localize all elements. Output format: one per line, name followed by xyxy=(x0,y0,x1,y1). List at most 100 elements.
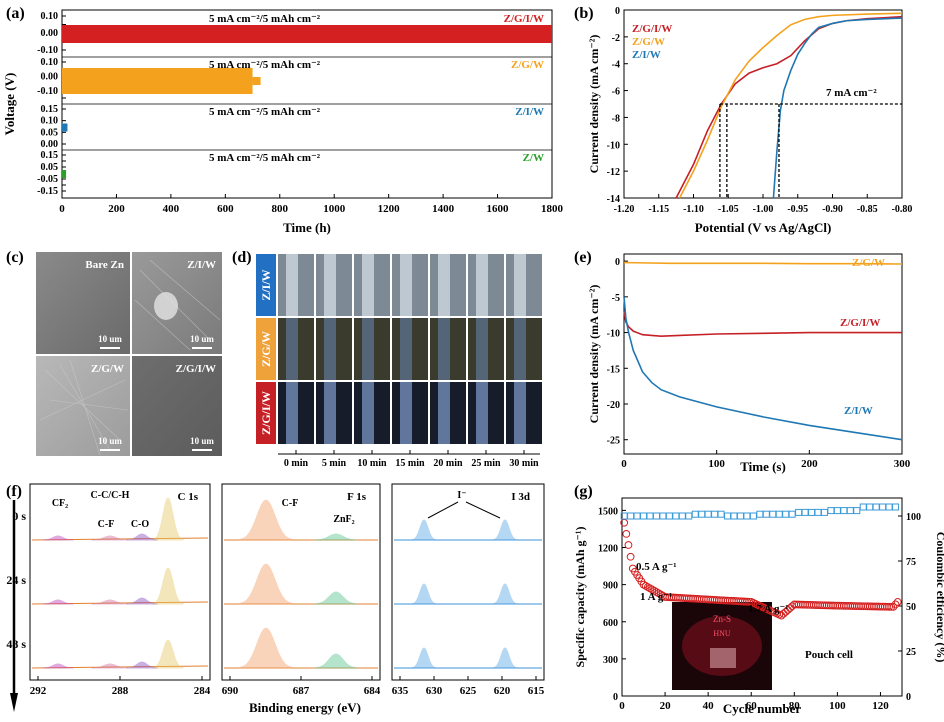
panel-a-series-label: Z/G/I/W xyxy=(504,13,544,25)
panel-a-ytick-label: 0.10 xyxy=(41,57,59,68)
i3d-peak-2 xyxy=(492,519,518,541)
i3d-title: I 3d xyxy=(511,491,530,503)
depth-arrow xyxy=(10,693,18,712)
panel-e-series-label: Z/I/W xyxy=(844,405,873,417)
panel-b-xtick-label: -0.95 xyxy=(787,204,808,215)
panel-a-xtick-label: 400 xyxy=(163,203,180,215)
i3d-peak-2 xyxy=(492,583,518,605)
panel-e-xtick-label: 200 xyxy=(801,458,818,470)
panel-b-xtick-label: -0.85 xyxy=(857,204,878,215)
sem-tile-zgi xyxy=(132,356,222,456)
panel-a-xtick-label: 1400 xyxy=(432,203,455,215)
capacity-point xyxy=(624,541,633,549)
efficiency-point xyxy=(756,510,764,518)
panel-a-condition: 5 mA cm⁻²/5 mAh cm⁻² xyxy=(209,59,321,71)
efficiency-point xyxy=(892,503,900,511)
optical-electrode xyxy=(514,318,526,380)
panel-a-ytick-label: 0.00 xyxy=(41,71,59,82)
optical-row-label: Z/G/W xyxy=(259,331,273,367)
voltage-band-ziw xyxy=(62,123,68,132)
panel-e-xtick-label: 100 xyxy=(708,458,725,470)
c1s-peak-cf xyxy=(91,663,129,669)
optical-electrode xyxy=(400,382,412,444)
panel-g-ytick-right-label: 50 xyxy=(906,602,916,613)
efficiency-point xyxy=(633,512,641,520)
optical-electrode xyxy=(286,254,298,316)
c1s-peak-label: C-F xyxy=(98,519,115,530)
panel-g-xtick-label: 120 xyxy=(872,700,889,712)
depth-label: 24 s xyxy=(6,573,26,587)
f1s-tick-label: 687 xyxy=(293,685,310,697)
panel-f-xlabel: Binding energy (eV) xyxy=(249,700,361,715)
panel-b-xlabel: Potential (V vs Ag/AgCl) xyxy=(695,220,832,235)
depth-label: 48 s xyxy=(6,637,26,651)
ca-curve-1 xyxy=(623,261,903,265)
panel-a-series-label: Z/W xyxy=(523,152,544,164)
panel-b-ytick-label: -12 xyxy=(607,167,620,178)
capacity-point xyxy=(654,589,663,598)
xps-i3d-frame xyxy=(391,483,545,681)
optical-electrode xyxy=(438,254,450,316)
optical-electrode xyxy=(476,254,488,316)
efficiency-point xyxy=(762,510,770,518)
device-label: Pouch cell xyxy=(805,649,853,661)
panel-a-ytick-label: -0.10 xyxy=(37,86,58,97)
panel-a-ytick-label: 0.05 xyxy=(41,162,59,173)
pouch-cell-glow xyxy=(682,616,762,676)
efficiency-point xyxy=(665,512,673,520)
sem-tile-label: Z/G/I/W xyxy=(176,363,216,375)
panel-f-label: (f) xyxy=(6,483,22,500)
rate-label-1: 0.5 A g⁻¹ xyxy=(636,561,677,573)
time-label: 15 min xyxy=(395,458,425,469)
efficiency-point xyxy=(801,508,809,516)
voltage-band-zw xyxy=(62,170,67,178)
panel-g-ytick-right-label: 75 xyxy=(906,557,916,568)
panel-g-frame xyxy=(621,497,903,697)
efficiency-point xyxy=(724,512,732,520)
sem-scale-label: 10 um xyxy=(98,436,122,446)
efficiency-point xyxy=(885,503,893,511)
efficiency-point xyxy=(640,512,648,520)
panel-a-series-label: Z/G/W xyxy=(511,59,544,71)
capacity-point xyxy=(643,583,652,591)
panel-b-xtick-label: -1.10 xyxy=(683,204,704,215)
panel-g-xtick-label: 40 xyxy=(703,700,715,712)
time-label: 10 min xyxy=(357,458,387,469)
optical-row-label: Z/G/I/W xyxy=(259,391,273,435)
f1s-peak-cf xyxy=(238,499,294,541)
c1s-peak-cf xyxy=(91,599,129,605)
i3d-tick-label: 620 xyxy=(494,685,511,697)
c1s-baseline xyxy=(31,601,209,605)
capacity-point xyxy=(641,581,650,590)
capacity-point xyxy=(652,588,661,596)
efficiency-point xyxy=(814,508,822,516)
panel-g-ytick-right-label: 100 xyxy=(906,512,921,523)
photo-text-1: Zn-S xyxy=(713,614,731,624)
efficiency-point xyxy=(743,512,751,520)
optical-electrode xyxy=(514,382,526,444)
ca-curve-3 xyxy=(623,296,903,441)
panel-g-ytick-left-label: 0 xyxy=(613,692,618,703)
depth-label: 0 s xyxy=(12,509,26,523)
panel-b-legend-item: Z/I/W xyxy=(632,49,661,61)
panel-a-xtick-label: 1000 xyxy=(323,203,346,215)
pouch-cell xyxy=(710,648,736,668)
efficiency-point xyxy=(859,503,867,511)
i3d-peak-1 xyxy=(411,583,437,605)
efficiency-point xyxy=(672,512,680,520)
panel-b-xtick-label: -1.00 xyxy=(753,204,774,215)
optical-electrode xyxy=(476,318,488,380)
rate-label-3: 1.7 A g⁻¹ xyxy=(748,603,789,615)
c1s-peak-cf2 xyxy=(42,663,74,669)
i3d-peak-2 xyxy=(492,647,518,669)
panel-e-xtick-label: 0 xyxy=(621,458,627,470)
xps-c1s-frame xyxy=(29,483,211,681)
panel-g-ytick-left-label: 900 xyxy=(603,581,618,592)
efficiency-point xyxy=(820,508,828,516)
c1s-peak-cf2 xyxy=(42,599,74,605)
panel-e-label: (e) xyxy=(574,249,592,266)
efficiency-point xyxy=(788,510,796,518)
c1s-peak-label: C-C/C-H xyxy=(91,490,130,501)
i3d-tick-label: 625 xyxy=(460,685,477,697)
panel-g-label: (g) xyxy=(574,483,593,500)
